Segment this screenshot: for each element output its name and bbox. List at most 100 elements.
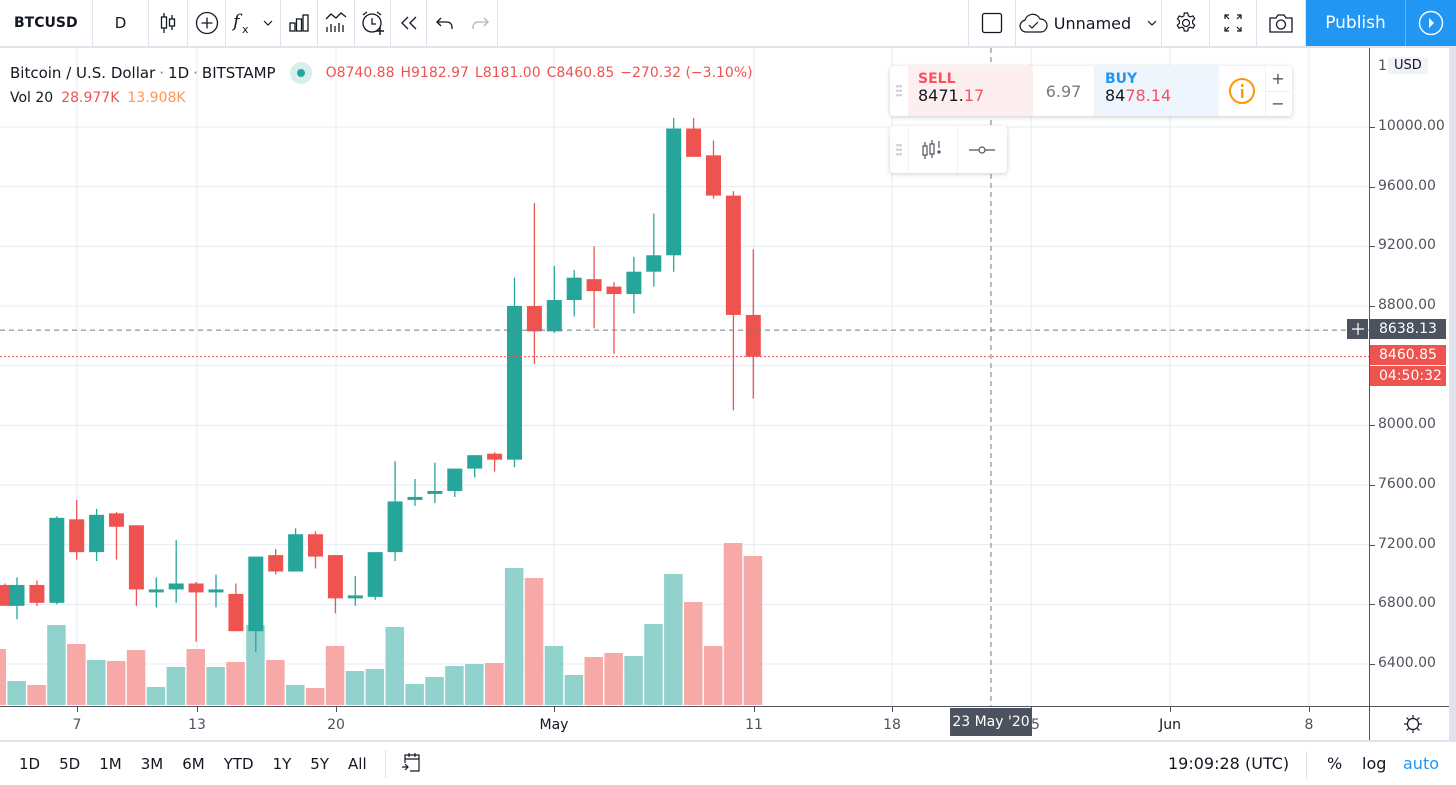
time-axis[interactable]: 71320May111825Jun8 23 May '20 <box>0 706 1369 740</box>
axis-settings-button[interactable] <box>1369 706 1456 740</box>
buy-label: BUY <box>1105 71 1138 87</box>
range-ytd[interactable]: YTD <box>223 754 254 773</box>
drag-handle[interactable] <box>890 66 908 116</box>
camera-icon <box>1269 14 1293 33</box>
price-tick <box>1370 664 1375 665</box>
range-1y[interactable]: 1Y <box>272 754 292 773</box>
replay-button[interactable] <box>391 0 427 46</box>
grip-icon <box>896 142 902 157</box>
save-layout-button[interactable]: Unnamed <box>1016 0 1162 46</box>
settings-button[interactable] <box>1162 0 1210 46</box>
clock[interactable]: 19:09:28 (UTC) <box>1168 754 1290 773</box>
range-6m[interactable]: 6M <box>182 754 205 773</box>
undo-button[interactable] <box>427 0 462 46</box>
price-tick <box>1370 604 1375 606</box>
range-all[interactable]: All <box>348 754 367 773</box>
layout-button[interactable] <box>969 0 1016 46</box>
spread-value: 6.97 <box>1033 66 1095 116</box>
volume-ma-value: 13.908K <box>127 90 186 106</box>
alert-button[interactable] <box>355 0 391 46</box>
price-tick <box>1370 485 1375 486</box>
info-icon <box>1229 78 1255 104</box>
line-tool-button[interactable] <box>957 126 1006 173</box>
compare-button[interactable] <box>188 0 226 46</box>
range-5d[interactable]: 5D <box>59 754 81 773</box>
layout-name: Unnamed <box>1053 13 1132 33</box>
floating-drawing-toolbar <box>890 126 1007 173</box>
redo-button[interactable] <box>462 0 498 46</box>
divider <box>1306 751 1307 779</box>
time-axis-label: 8 <box>1304 717 1314 733</box>
price-tick <box>1370 246 1375 248</box>
range-3m[interactable]: 3M <box>140 754 164 773</box>
price-axis-label: 8000.00 <box>1378 416 1436 433</box>
buy-price: 8478.14 <box>1105 87 1209 105</box>
sell-button[interactable]: SELL 8471.17 <box>908 66 1033 116</box>
financials-button[interactable] <box>281 0 318 46</box>
time-axis-label: Jun <box>1159 717 1181 733</box>
time-tick <box>336 707 337 712</box>
volume-label: Vol 20 <box>10 90 54 106</box>
time-tick <box>1309 707 1310 712</box>
templates-button[interactable] <box>318 0 355 46</box>
increase-button[interactable]: + <box>1266 66 1290 92</box>
interval-button[interactable]: D <box>93 0 149 46</box>
bottom-toolbar: 1D 5D 1M 3M 6M YTD 1Y 5Y All 19:09:28 (U… <box>0 740 1456 785</box>
symbol-search-button[interactable]: BTCUSD <box>0 0 93 46</box>
right-edge <box>1449 48 1456 740</box>
price-axis-label: 7600.00 <box>1378 476 1436 492</box>
fullscreen-button[interactable] <box>1210 0 1257 46</box>
horizontal-line-icon <box>969 145 995 154</box>
crosshair-price-tag: 8638.13 <box>1370 319 1446 339</box>
bar-style-button[interactable] <box>908 126 957 173</box>
buy-price-main: 84 <box>1105 86 1126 106</box>
drag-handle[interactable] <box>890 126 908 173</box>
legend-interval: 1D <box>168 64 190 82</box>
market-open-dot-icon <box>296 69 305 77</box>
time-tick <box>554 707 555 712</box>
legend-open: O8740.88 <box>325 65 395 81</box>
percent-scale-toggle[interactable]: % <box>1327 754 1343 773</box>
add-order-button[interactable] <box>1347 319 1368 339</box>
range-1m[interactable]: 1M <box>99 754 122 773</box>
snapshot-button[interactable] <box>1257 0 1306 46</box>
info-button[interactable] <box>1219 66 1266 116</box>
buy-button[interactable]: BUY 8478.14 <box>1095 66 1219 116</box>
currency-badge[interactable]: USD <box>1388 57 1428 74</box>
sell-label: SELL <box>918 71 956 87</box>
time-axis-label: 13 <box>188 717 206 733</box>
publish-menu-button[interactable] <box>1406 0 1456 46</box>
price-axis[interactable]: 10000.00 9600.00 9200.00 8800.00 8000.00 7600… <box>1369 48 1456 706</box>
price-tick <box>1370 186 1375 188</box>
go-to-date-button[interactable] <box>400 751 422 777</box>
chart-pane[interactable] <box>0 48 1369 706</box>
play-icon <box>1418 10 1444 36</box>
log-scale-toggle[interactable]: log <box>1362 754 1387 773</box>
range-1d[interactable]: 1D <box>19 754 41 773</box>
time-axis-label: 11 <box>745 717 763 733</box>
chevron-down-icon[interactable] <box>261 18 275 28</box>
time-tick <box>754 707 755 712</box>
last-price-tag: 8460.85 <box>1370 345 1446 365</box>
publish-button[interactable]: Publish <box>1306 0 1406 46</box>
chart-style-button[interactable] <box>149 0 188 46</box>
legend-exchange: BITSTAMP <box>201 64 276 82</box>
decrease-button[interactable]: − <box>1271 94 1285 114</box>
price-chart[interactable] <box>0 48 1369 706</box>
redo-icon <box>471 17 489 29</box>
time-axis-label: May <box>539 717 569 733</box>
interval-label: D <box>114 14 127 32</box>
market-status-indicator[interactable] <box>289 62 312 84</box>
legend-low: L8181.00 <box>474 65 541 81</box>
price-tick <box>1370 544 1375 546</box>
price-axis-label: 6800.00 <box>1378 595 1436 612</box>
auto-scale-toggle[interactable]: auto <box>1403 754 1440 773</box>
bar-countdown-tag: 04:50:32 <box>1370 366 1446 386</box>
price-tick <box>1370 425 1375 427</box>
replay-icon <box>400 16 416 30</box>
cloud-save-icon <box>1019 13 1048 33</box>
series-legend: Bitcoin / U.S. Dollar · 1D · BITSTAMP O8… <box>10 62 753 84</box>
range-5y[interactable]: 5Y <box>310 754 330 773</box>
